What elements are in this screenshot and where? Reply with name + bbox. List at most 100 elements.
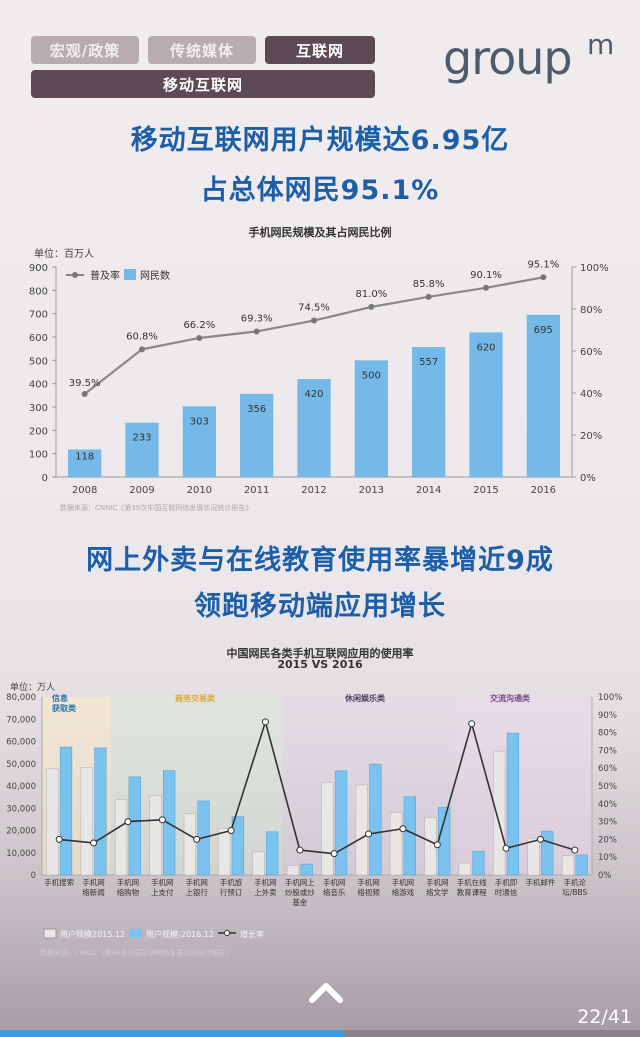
chart2-x-tick-label: 教育课程 <box>457 887 487 897</box>
chart1-bar <box>68 449 102 477</box>
chart2-bar-2015 <box>149 795 162 876</box>
chart1-y-tick-label: 700 <box>29 310 48 321</box>
chart2-bar-2015 <box>46 768 59 876</box>
chart2-x-tick-label: 手机网 <box>323 877 346 887</box>
chart1-bar-label: 420 <box>304 389 323 400</box>
chart1-y-tick-label: 100 <box>29 450 48 461</box>
chart2-bar-2016 <box>369 763 382 876</box>
chart2-source: 数据来源：CNNIC《第39次中国互联网络发展状况统计报告》 <box>40 949 233 957</box>
chart2-legend-2015: 用户规模2015.12 <box>60 929 125 939</box>
chart1-y2-tick-label: 80% <box>580 305 602 316</box>
chart2-x-tick-label: 上银行 <box>185 887 208 897</box>
chart2-x-tick-label: 手机网上 <box>285 877 315 887</box>
chart2-x-tick-label: 上外卖 <box>254 887 277 897</box>
chart2-growth-point <box>158 816 166 824</box>
chart1-bar-label: 620 <box>476 342 495 353</box>
chart2-bar-2015 <box>252 851 265 876</box>
chart1-y2-tick-label: 40% <box>580 389 602 400</box>
chart1-legend-line-marker <box>72 272 78 278</box>
chart1-legend-bar-swatch <box>124 269 136 280</box>
chart2-legend-2015-swatch <box>43 928 57 939</box>
chart2-bar-2015 <box>321 782 334 876</box>
chart2-y-tick-label: 30,000 <box>6 804 36 814</box>
chart2-bar-2016 <box>506 732 520 876</box>
headline2-line1: 网上外卖与在线教育使用率暴增近9成 <box>86 545 554 576</box>
groupm-logo: group m <box>443 30 614 85</box>
chart2-bar-2015 <box>218 827 231 876</box>
chart2-y-tick-label: 60,000 <box>6 738 36 748</box>
chart2-growth-point <box>536 835 544 843</box>
chart2-x-tick-label: 手机在线 <box>457 877 487 887</box>
chart1-y-tick-label: 600 <box>29 333 48 344</box>
chart2-y2-tick-label: 90% <box>598 711 617 721</box>
chart2-bar-2016 <box>472 851 485 876</box>
chart2-x-tick-label: 络音乐 <box>323 887 346 897</box>
chart1-bar <box>526 314 560 477</box>
chart1-rate-label: 81.0% <box>355 289 387 300</box>
chart2-x-tick-label: 手机网 <box>254 877 277 887</box>
chart2-bar-2015 <box>527 838 540 876</box>
logo-text: group <box>443 31 572 85</box>
chart1-title: 手机网民规模及其占网民比例 <box>248 226 392 239</box>
chart1-y2-tick-label: 0% <box>580 473 596 484</box>
scroll-up-icon[interactable] <box>306 976 346 1006</box>
tab-macro-policy[interactable]: 宏观/政策 <box>31 36 139 64</box>
chart2-x-tick-label: 络文学 <box>426 887 449 897</box>
chart2-x-tick-label: 手机论 <box>564 877 587 887</box>
chart2-bar-2016 <box>128 776 141 876</box>
chart2-x-tick-label: 手机网 <box>117 877 140 887</box>
chart2-bar-2015 <box>493 750 506 876</box>
chart1-rate-label: 66.2% <box>183 320 215 331</box>
chart2-group-band <box>454 697 592 875</box>
chart2-y2-tick-label: 40% <box>598 800 617 810</box>
chart1-bar <box>182 406 216 477</box>
chart1-bar-label: 118 <box>75 451 94 462</box>
chart2-svg: 0 10,000 20,000 30,000 40,000 50,000 60,000 70,… <box>6 693 622 939</box>
chart2-subtitle: 2015 VS 2016 <box>277 658 363 671</box>
chart2-growth-point <box>399 825 407 833</box>
chart1-y2-tick-label: 60% <box>580 347 602 358</box>
headline1-line2: 占总体网民95.1% <box>200 175 440 206</box>
chart1-rate-point <box>139 346 145 353</box>
chart1-y2-tick-label: 20% <box>580 431 602 442</box>
chart2-y-tick-label: 40,000 <box>6 782 36 792</box>
chart1-legend-users: 网民数 <box>140 269 170 282</box>
headline2-line2: 领跑移动端应用增长 <box>194 591 446 622</box>
logo-superscript: m <box>587 30 614 61</box>
chart1-x-tick-label: 2016 <box>531 485 556 496</box>
chart1-bar <box>125 422 159 477</box>
chart1-rate-label: 95.1% <box>527 259 559 270</box>
chart2-growth-point <box>502 844 510 852</box>
chart1-rate-point <box>196 334 203 341</box>
chart2-y2-tick-label: 20% <box>598 835 617 845</box>
chart1-rate-label: 85.8% <box>413 279 445 290</box>
tab-internet[interactable]: 互联网 <box>265 36 375 64</box>
chart2-y2-tick-label: 0% <box>598 871 612 881</box>
chart2-y2-tick-label: 30% <box>598 818 617 828</box>
chart2-y2-tick-label: 50% <box>598 782 617 792</box>
chart2-bar-2015 <box>114 799 128 876</box>
subtab-mobile-internet[interactable]: 移动互联网 <box>31 70 375 98</box>
chart1-x-tick-label: 2009 <box>129 485 154 496</box>
chart2-y-tick-label: 0 <box>31 871 36 881</box>
chart2-bar-2016 <box>59 746 73 876</box>
chart2-growth-point <box>296 846 304 854</box>
chart2-x-tick-label: 炒股或炒 <box>285 887 315 897</box>
chart2-growth-line <box>59 719 576 855</box>
chart2-bar-2015 <box>389 812 403 876</box>
chart1-y-tick-label: 500 <box>29 356 48 367</box>
chart2-x-tick-label: 基金 <box>292 897 307 907</box>
chart2-y2-tick-label: 60% <box>598 764 617 774</box>
chart1-y-tick-label: 400 <box>29 380 48 391</box>
chart2-title: 中国网民各类手机互联网应用的使用率 <box>226 647 414 660</box>
chart1-bar-label: 303 <box>190 416 209 427</box>
tab-traditional-media[interactable]: 传统媒体 <box>148 36 256 64</box>
chart1-rate-label: 90.1% <box>470 270 502 281</box>
chart2-growth-point <box>55 835 63 843</box>
chart2-x-tick-label: 坛/BBS <box>562 887 587 897</box>
chart2-x-tick-label: 手机邮件 <box>525 877 555 887</box>
chart2-group-label: 休闲娱乐类 <box>344 693 385 703</box>
chart1-rate-label: 74.5% <box>298 303 330 314</box>
chart2-bar-2016 <box>231 816 245 876</box>
chart1-bar <box>297 379 331 477</box>
